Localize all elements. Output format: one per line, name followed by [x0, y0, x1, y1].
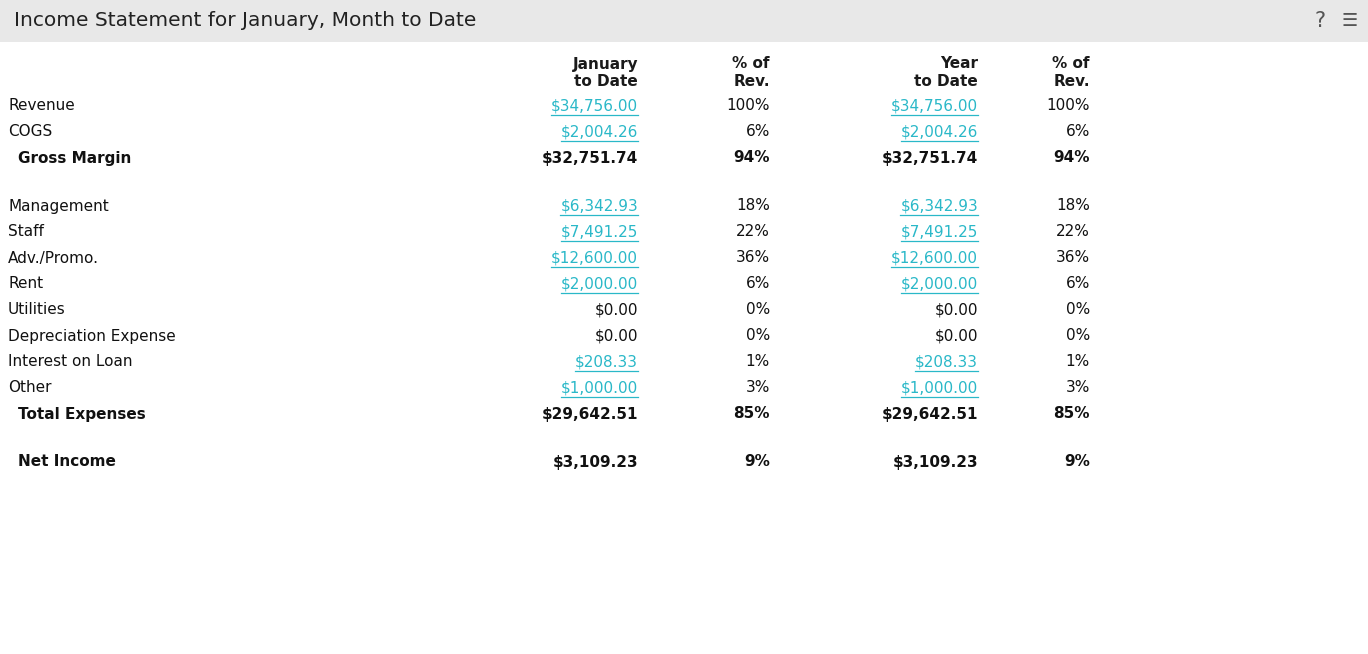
Text: 18%: 18% — [736, 199, 770, 213]
Text: Rev.: Rev. — [733, 75, 770, 90]
Text: Depreciation Expense: Depreciation Expense — [8, 328, 175, 343]
Text: Other: Other — [8, 381, 52, 396]
Text: 100%: 100% — [1047, 99, 1090, 114]
Text: $1,000.00: $1,000.00 — [900, 381, 978, 396]
Text: % of: % of — [1052, 56, 1090, 71]
Text: 22%: 22% — [736, 224, 770, 239]
Text: $3,109.23: $3,109.23 — [892, 455, 978, 470]
Text: Staff: Staff — [8, 224, 44, 239]
Text: $7,491.25: $7,491.25 — [900, 224, 978, 239]
Text: 94%: 94% — [1053, 150, 1090, 165]
Text: Revenue: Revenue — [8, 99, 75, 114]
Text: Rent: Rent — [8, 277, 44, 292]
Text: 3%: 3% — [746, 381, 770, 396]
Text: Year: Year — [940, 56, 978, 71]
Text: 0%: 0% — [746, 303, 770, 317]
Text: Net Income: Net Income — [18, 455, 116, 470]
Text: ?: ? — [1315, 11, 1326, 31]
Text: 9%: 9% — [744, 455, 770, 470]
Text: 85%: 85% — [733, 407, 770, 421]
Text: % of: % of — [732, 56, 770, 71]
Text: ☰: ☰ — [1342, 12, 1358, 30]
Text: 0%: 0% — [1066, 328, 1090, 343]
Bar — [0, 0, 1368, 42]
Text: 100%: 100% — [726, 99, 770, 114]
Text: $32,751.74: $32,751.74 — [542, 150, 637, 165]
Text: Adv./Promo.: Adv./Promo. — [8, 250, 98, 266]
Text: 6%: 6% — [746, 277, 770, 292]
Text: 9%: 9% — [1064, 455, 1090, 470]
Text: 0%: 0% — [1066, 303, 1090, 317]
Text: $6,342.93: $6,342.93 — [561, 199, 637, 213]
Text: Gross Margin: Gross Margin — [18, 150, 131, 165]
Text: $208.33: $208.33 — [575, 354, 637, 370]
Text: $7,491.25: $7,491.25 — [561, 224, 637, 239]
Text: $6,342.93: $6,342.93 — [900, 199, 978, 213]
Text: 1%: 1% — [746, 354, 770, 370]
Text: 94%: 94% — [733, 150, 770, 165]
Text: 3%: 3% — [1066, 381, 1090, 396]
Text: 0%: 0% — [746, 328, 770, 343]
Text: 6%: 6% — [1066, 124, 1090, 139]
Text: $34,756.00: $34,756.00 — [891, 99, 978, 114]
Text: 85%: 85% — [1053, 407, 1090, 421]
Text: $2,004.26: $2,004.26 — [561, 124, 637, 139]
Text: $2,000.00: $2,000.00 — [900, 277, 978, 292]
Text: COGS: COGS — [8, 124, 52, 139]
Text: 18%: 18% — [1056, 199, 1090, 213]
Text: Total Expenses: Total Expenses — [18, 407, 146, 421]
Text: 36%: 36% — [736, 250, 770, 266]
Text: $0.00: $0.00 — [595, 328, 637, 343]
Text: $2,004.26: $2,004.26 — [900, 124, 978, 139]
Text: Interest on Loan: Interest on Loan — [8, 354, 133, 370]
Text: Management: Management — [8, 199, 108, 213]
Text: Utilities: Utilities — [8, 303, 66, 317]
Text: $29,642.51: $29,642.51 — [881, 407, 978, 421]
Text: to Date: to Date — [575, 75, 637, 90]
Text: $3,109.23: $3,109.23 — [553, 455, 637, 470]
Text: 36%: 36% — [1056, 250, 1090, 266]
Text: 1%: 1% — [1066, 354, 1090, 370]
Text: 6%: 6% — [1066, 277, 1090, 292]
Text: $12,600.00: $12,600.00 — [891, 250, 978, 266]
Text: $1,000.00: $1,000.00 — [561, 381, 637, 396]
Text: 6%: 6% — [746, 124, 770, 139]
Text: $2,000.00: $2,000.00 — [561, 277, 637, 292]
Text: $0.00: $0.00 — [595, 303, 637, 317]
Text: January: January — [572, 56, 637, 71]
Text: $32,751.74: $32,751.74 — [882, 150, 978, 165]
Text: Rev.: Rev. — [1053, 75, 1090, 90]
Text: 22%: 22% — [1056, 224, 1090, 239]
Text: $0.00: $0.00 — [934, 303, 978, 317]
Text: $0.00: $0.00 — [934, 328, 978, 343]
Text: $34,756.00: $34,756.00 — [551, 99, 637, 114]
Text: $29,642.51: $29,642.51 — [542, 407, 637, 421]
Text: $12,600.00: $12,600.00 — [551, 250, 637, 266]
Text: to Date: to Date — [914, 75, 978, 90]
Text: $208.33: $208.33 — [915, 354, 978, 370]
Text: Income Statement for January, Month to Date: Income Statement for January, Month to D… — [14, 12, 476, 31]
